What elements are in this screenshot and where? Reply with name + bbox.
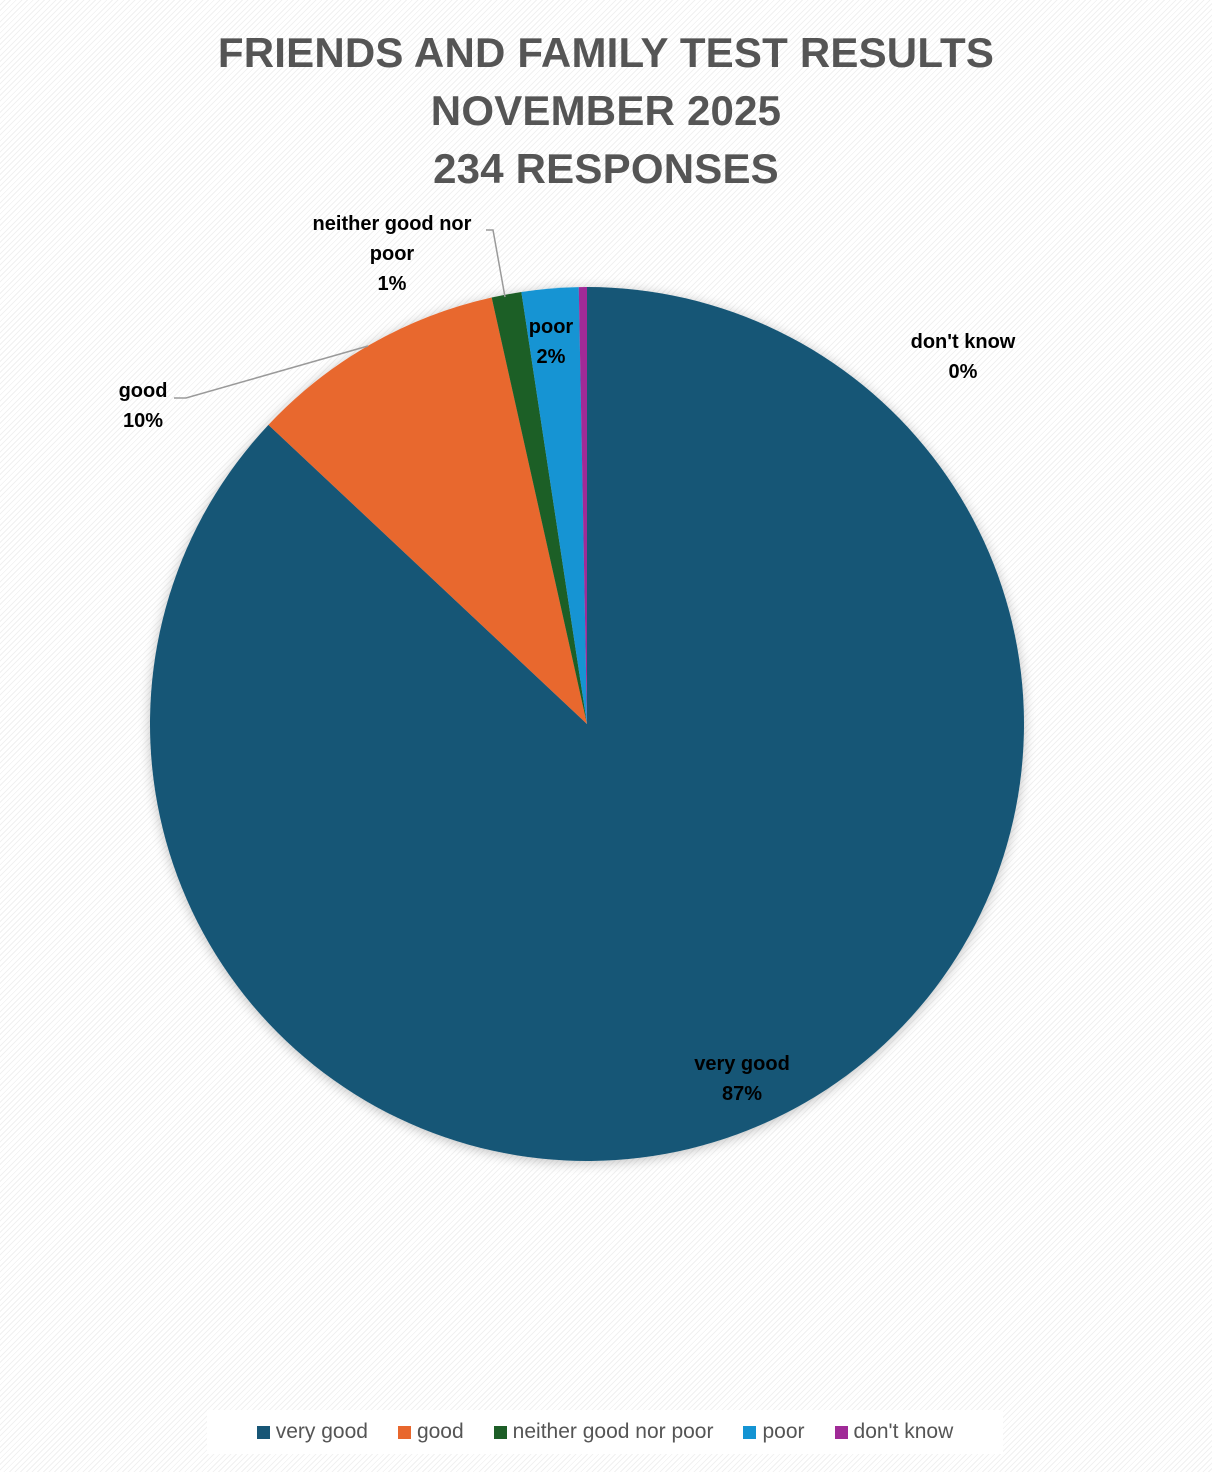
chart-title-line-3: 234 RESPONSES bbox=[433, 145, 779, 192]
legend-label-very-good: very good bbox=[275, 1420, 368, 1443]
data-label-text: 2% bbox=[537, 346, 566, 368]
legend-swatch-very-good bbox=[256, 1425, 270, 1439]
legend-item-good: good bbox=[397, 1420, 464, 1444]
pie-slice-poor bbox=[521, 287, 587, 724]
legend-label-neither: neither good nor poor bbox=[512, 1420, 714, 1443]
pie-slice-good bbox=[268, 297, 587, 724]
legend-item-neither: neither good nor poor bbox=[493, 1420, 714, 1444]
pie-slice-very-good bbox=[149, 287, 1024, 1161]
legend-label-dont-know: don't know bbox=[853, 1420, 954, 1443]
chart-title-line-2: NOVEMBER 2025 bbox=[430, 87, 782, 134]
legend-swatch-neither bbox=[493, 1425, 507, 1439]
data-label-good: good 10% bbox=[119, 380, 168, 432]
leader-line-good bbox=[174, 345, 369, 399]
data-label-text: neither good nor bbox=[313, 213, 472, 235]
data-label-poor: poor 2% bbox=[529, 316, 574, 368]
data-label-text: 10% bbox=[123, 410, 163, 432]
legend-item-poor: poor bbox=[743, 1420, 805, 1444]
legend-swatch-good bbox=[397, 1425, 411, 1439]
data-label-text: 87% bbox=[722, 1083, 762, 1105]
legend-swatch-poor bbox=[743, 1425, 757, 1439]
data-label-neither-good-nor-poor: neither good nor poor 1% bbox=[313, 213, 472, 295]
chart-title: FRIENDS AND FAMILY TEST RESULTS NOVEMBER… bbox=[0, 24, 1212, 198]
pie-slice-don-t-know bbox=[578, 287, 587, 724]
pie-slices bbox=[149, 287, 1024, 1161]
data-label-text: 0% bbox=[949, 361, 978, 383]
legend-swatch-dont-know bbox=[834, 1425, 848, 1439]
pie-chart: very good 87% good 10% neither good nor poor 1… bbox=[119, 213, 1024, 1161]
data-label-text: 1% bbox=[378, 273, 407, 295]
data-label-don-t-know: don't know 0% bbox=[911, 331, 1016, 383]
legend: very good good neither good nor poor poo… bbox=[207, 1410, 1003, 1454]
leader-line-neither bbox=[486, 229, 506, 298]
data-label-text: don't know bbox=[911, 331, 1016, 353]
legend-item-dont-know: don't know bbox=[834, 1420, 954, 1444]
data-label-text: very good bbox=[694, 1053, 790, 1075]
data-label-very-good: very good 87% bbox=[694, 1053, 790, 1105]
data-label-text: good bbox=[119, 380, 168, 402]
data-label-text: poor bbox=[529, 316, 574, 338]
pie-slice-neither-good-nor-poor bbox=[491, 291, 587, 724]
leader-lines bbox=[174, 229, 506, 399]
slice-labels: very good 87% good 10% neither good nor poor 1… bbox=[119, 213, 1016, 1105]
data-label-text: poor bbox=[370, 243, 415, 265]
legend-label-poor: poor bbox=[762, 1420, 805, 1443]
legend-item-very-good: very good bbox=[256, 1420, 368, 1444]
chart-title-line-1: FRIENDS AND FAMILY TEST RESULTS bbox=[217, 29, 995, 76]
legend-label-good: good bbox=[416, 1420, 464, 1443]
